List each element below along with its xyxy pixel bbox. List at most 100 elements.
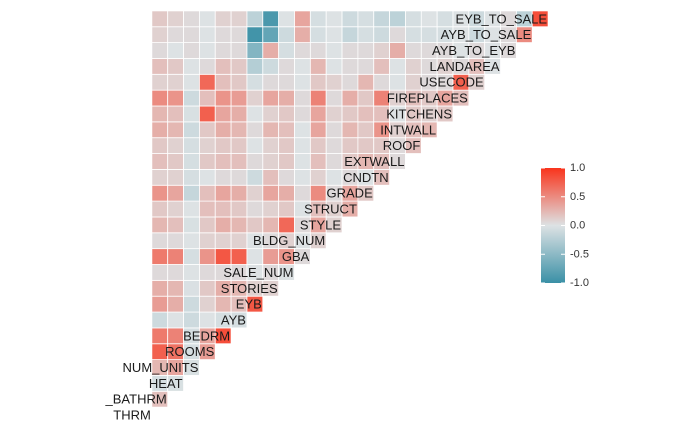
heatmap-cell (246, 168, 264, 186)
legend-tick-label: 0.5 (570, 191, 585, 203)
variable-label: NUM_UNITS (123, 360, 199, 375)
heatmap-cell (183, 279, 200, 297)
heatmap-cell (294, 73, 311, 91)
heatmap-cell (198, 153, 216, 170)
heatmap-cell (405, 58, 422, 75)
heatmap-cell (294, 137, 311, 154)
legend-tick-label: 0.0 (570, 220, 585, 232)
heatmap-cell (325, 105, 343, 123)
heatmap-cell (341, 89, 359, 107)
heatmap-cell (262, 153, 280, 170)
heatmap-cell (214, 42, 232, 59)
heatmap-cell (341, 42, 359, 59)
heatmap-cell (151, 105, 169, 123)
heatmap-cell (230, 184, 248, 202)
heatmap-cell (278, 26, 295, 44)
heatmap-cell (151, 42, 169, 59)
heatmap-cell (325, 153, 343, 170)
heatmap-cell (167, 248, 184, 265)
heatmap-cell (357, 73, 375, 91)
variable-label: LANDAREA (429, 59, 499, 74)
heatmap-cell (357, 58, 375, 75)
heatmap-cell (294, 10, 311, 28)
heatmap-cell (198, 168, 216, 186)
heatmap-cell (262, 137, 280, 154)
heatmap-cell (341, 10, 359, 28)
heatmap-cell (167, 42, 184, 59)
heatmap-cell (246, 248, 264, 265)
heatmap-cell (278, 10, 295, 28)
heatmap-cell (183, 232, 200, 250)
heatmap-cell (309, 184, 327, 202)
heatmap-cell (151, 58, 169, 75)
heatmap-cell (262, 73, 280, 91)
heatmap-cell (167, 137, 184, 154)
heatmap-cell (294, 105, 311, 123)
heatmap-cell (183, 89, 200, 107)
variable-label: STRUCT (304, 202, 357, 217)
variable-label: EYB (236, 297, 262, 312)
heatmap-cell (325, 26, 343, 44)
heatmap-cell (341, 73, 359, 91)
heatmap-cell (198, 279, 216, 297)
label-clip-band (548, 0, 561, 40)
heatmap-cell (294, 121, 311, 139)
heatmap-cell (278, 58, 295, 75)
heatmap-cell (230, 73, 248, 91)
heatmap-cell (198, 42, 216, 59)
heatmap-cell (198, 311, 216, 329)
heatmap-cell (183, 105, 200, 123)
heatmap-cell (420, 10, 438, 28)
variable-label: GBA (282, 249, 310, 264)
heatmap-cell (198, 295, 216, 313)
heatmap-cell (309, 10, 327, 28)
heatmap-cell (278, 137, 295, 154)
heatmap-cell (183, 42, 200, 59)
variable-label: INTWALL (380, 122, 436, 137)
heatmap-cell (198, 26, 216, 44)
heatmap-cell (309, 121, 327, 139)
heatmap-cell (436, 10, 454, 28)
heatmap-cell (246, 10, 264, 28)
heatmap-cell (341, 121, 359, 139)
variable-label: ROOMS (165, 344, 214, 359)
heatmap-cell (230, 232, 248, 250)
heatmap-cell (309, 42, 327, 59)
heatmap-cell (151, 10, 169, 28)
variable-label: STORIES (221, 281, 278, 296)
heatmap-cell (309, 153, 327, 170)
heatmap-cell (246, 105, 264, 123)
heatmap-cell (357, 137, 375, 154)
variable-label: CNDTN (343, 170, 389, 185)
variable-label: EXTWALL (344, 154, 404, 169)
heatmap-cell (230, 248, 248, 265)
heatmap-cell (214, 73, 232, 91)
heatmap-cell (198, 137, 216, 154)
heatmap-cell (278, 121, 295, 139)
heatmap-cell (198, 216, 216, 234)
heatmap-cell (151, 184, 169, 202)
heatmap-cell (167, 73, 184, 91)
heatmap-cell (167, 311, 184, 329)
heatmap-cell (373, 10, 391, 28)
variable-label: USECODE (419, 75, 484, 90)
heatmap-cell (357, 26, 375, 44)
heatmap-cell (151, 311, 169, 329)
heatmap-cell (198, 264, 216, 281)
heatmap-cell (183, 184, 200, 202)
heatmap-cell (262, 58, 280, 75)
heatmap-cell (246, 137, 264, 154)
heatmap-cell (214, 89, 232, 107)
heatmap-cell (198, 200, 216, 218)
variable-label: HEAT (149, 376, 183, 391)
heatmap-cell (294, 168, 311, 186)
heatmap-cell (278, 73, 295, 91)
variable-labels: THRM_BATHRMHEATNUM_UNITSROOMSBEDRMAYBEYB… (105, 11, 548, 422)
variable-label: AYB (221, 312, 246, 327)
heatmap-cell (214, 200, 232, 218)
variable-label: ROOF (383, 138, 421, 153)
heatmap-cell (246, 184, 264, 202)
heatmap-cell (294, 58, 311, 75)
heatmap-cell (309, 137, 327, 154)
